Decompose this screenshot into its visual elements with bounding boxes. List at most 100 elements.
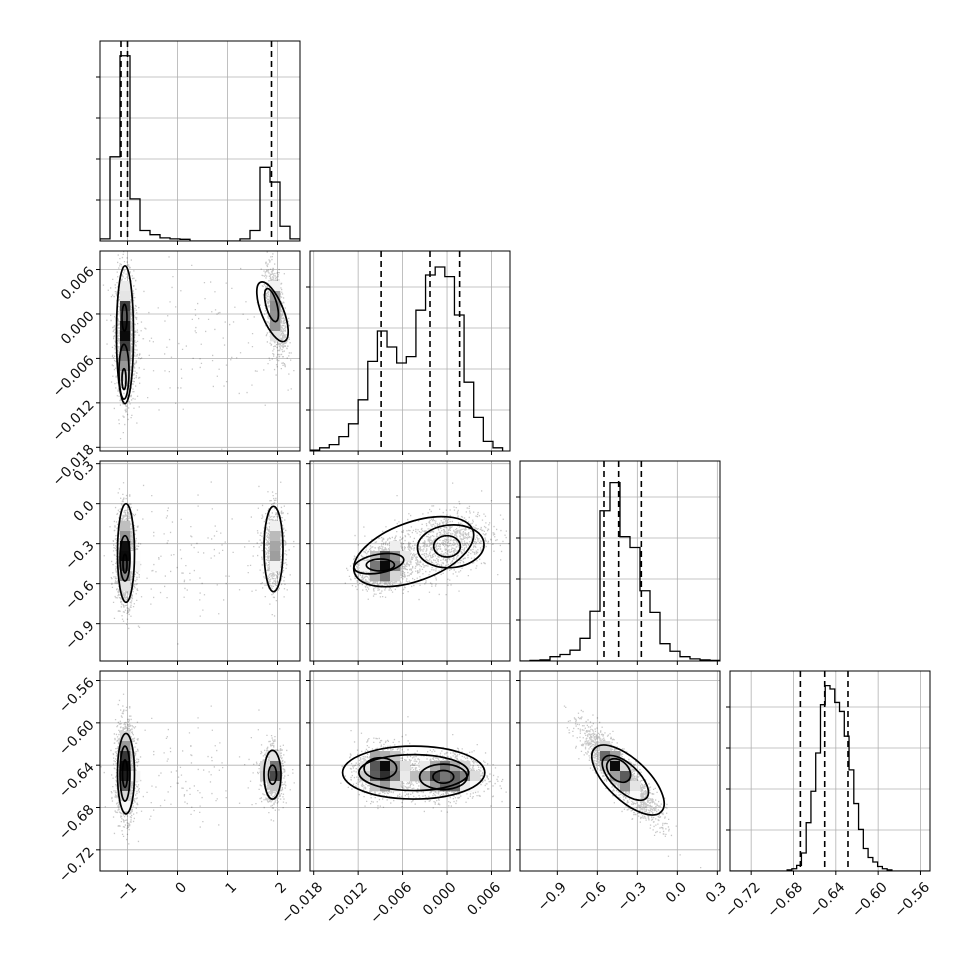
contour-line bbox=[267, 764, 278, 786]
contour-line bbox=[116, 732, 136, 815]
x-tick-label: −0.3 bbox=[615, 879, 650, 914]
contour-line bbox=[263, 749, 282, 800]
histogram-1 bbox=[310, 266, 504, 451]
contour-line bbox=[432, 534, 462, 558]
density-cell bbox=[120, 351, 131, 362]
density-cell bbox=[400, 771, 411, 782]
density-cell bbox=[120, 731, 131, 742]
panel-frame bbox=[99, 460, 301, 662]
scatter-points bbox=[100, 693, 295, 845]
contour-line bbox=[432, 769, 455, 785]
density-cell bbox=[270, 751, 281, 762]
density-cell bbox=[120, 541, 131, 552]
contour-line bbox=[116, 502, 136, 604]
panel-frame bbox=[519, 670, 721, 872]
density-cell bbox=[610, 771, 621, 782]
x-tick-label: −0.012 bbox=[323, 879, 371, 927]
density-cell bbox=[380, 571, 391, 582]
density-cell bbox=[460, 781, 471, 792]
density-cell bbox=[630, 781, 641, 792]
density-cell bbox=[390, 571, 401, 582]
density-cell bbox=[380, 551, 391, 562]
contour-line bbox=[363, 756, 398, 780]
contour-line bbox=[605, 757, 632, 784]
density-cell bbox=[270, 561, 281, 572]
density-cell bbox=[270, 531, 281, 542]
density-cell bbox=[620, 761, 631, 772]
density-cell bbox=[120, 291, 131, 302]
scatter-points bbox=[103, 481, 295, 645]
density-cell bbox=[270, 291, 281, 302]
histogram-3 bbox=[730, 684, 930, 871]
density-cell bbox=[390, 561, 401, 572]
density-cell bbox=[120, 781, 131, 792]
x-tick-label: −1 bbox=[114, 879, 140, 905]
contour-line bbox=[122, 553, 128, 574]
x-tick-label: −0.006 bbox=[367, 879, 415, 927]
y-tick-label: −0.6 bbox=[62, 578, 97, 613]
x-tick-label: −0.56 bbox=[891, 879, 933, 921]
density-cell bbox=[380, 761, 391, 772]
x-tick-label: −0.64 bbox=[807, 879, 849, 921]
scatter-panel-3-1 bbox=[309, 670, 511, 872]
panel-frame bbox=[99, 670, 301, 872]
density-cell bbox=[600, 761, 611, 772]
x-tick-label: 0.3 bbox=[703, 879, 730, 906]
y-tick-label: −0.60 bbox=[56, 717, 98, 759]
density-cell bbox=[390, 551, 401, 562]
x-tick-label: 1 bbox=[222, 879, 240, 897]
contour-line bbox=[119, 745, 131, 803]
y-tick-label: −0.68 bbox=[56, 802, 98, 844]
x-tick-label: 0.006 bbox=[464, 879, 504, 919]
density-cell bbox=[370, 751, 381, 762]
density-cell bbox=[370, 551, 381, 562]
density-cell bbox=[270, 551, 281, 562]
density-cell bbox=[120, 311, 131, 322]
density-cell bbox=[120, 571, 131, 582]
hist-panel-0 bbox=[96, 40, 301, 242]
y-tick-label: −0.64 bbox=[56, 759, 98, 801]
density-cell bbox=[440, 761, 451, 772]
scatter-panel-2-0 bbox=[99, 460, 301, 662]
panel-frame bbox=[309, 250, 511, 452]
histogram-2 bbox=[520, 481, 720, 661]
contour-line bbox=[115, 264, 135, 405]
panel-frame bbox=[99, 250, 301, 452]
density-cell bbox=[450, 781, 461, 792]
x-tick-label: 0.0 bbox=[663, 879, 690, 906]
contour-line bbox=[341, 745, 486, 800]
density-cell bbox=[620, 771, 631, 782]
contour-line bbox=[121, 759, 129, 789]
y-tick-label: −0.72 bbox=[56, 844, 98, 886]
panel-frame bbox=[729, 670, 931, 872]
density-cell bbox=[120, 281, 131, 292]
density-cell bbox=[120, 551, 131, 562]
density-cell bbox=[120, 331, 131, 342]
x-tick-label: −0.68 bbox=[764, 879, 806, 921]
scatter-panel-3-0 bbox=[99, 670, 301, 872]
density-cell bbox=[390, 761, 401, 772]
density-cell bbox=[380, 781, 391, 792]
density-cell bbox=[400, 761, 411, 772]
panel-frame bbox=[519, 460, 721, 662]
density-cell bbox=[270, 281, 281, 292]
density-cell bbox=[270, 771, 281, 782]
contour-line bbox=[118, 343, 130, 400]
density-cell bbox=[470, 771, 481, 782]
x-tick-label: −0.60 bbox=[849, 879, 891, 921]
density-cell bbox=[370, 561, 381, 572]
density-cell bbox=[120, 751, 131, 762]
density-cell bbox=[270, 781, 281, 792]
x-tick-label: −0.72 bbox=[722, 879, 764, 921]
contour-line bbox=[601, 754, 650, 802]
panel-frame bbox=[309, 670, 511, 872]
density-cell bbox=[120, 521, 131, 532]
density-cell bbox=[600, 741, 611, 752]
contour-line bbox=[416, 524, 485, 569]
x-tick-label: 0.000 bbox=[420, 879, 460, 919]
density-cell bbox=[460, 771, 471, 782]
hist-panel-1 bbox=[306, 250, 511, 452]
density-cell bbox=[630, 791, 641, 802]
density-cell bbox=[270, 321, 281, 332]
